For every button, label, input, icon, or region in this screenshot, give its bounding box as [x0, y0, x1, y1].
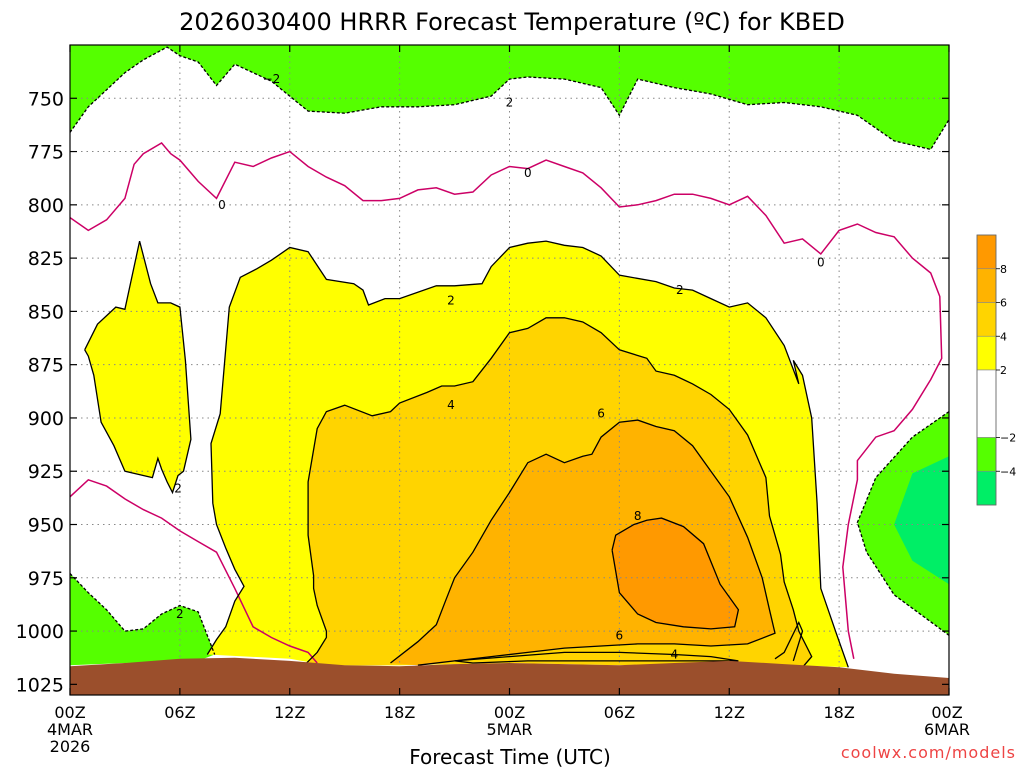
contour-label: 4	[447, 398, 455, 412]
legend-tick-label: 4	[1000, 330, 1007, 343]
legend-swatch	[976, 369, 997, 438]
y-tick-label: 1000	[16, 621, 64, 643]
region-upper-cold-layer	[70, 45, 949, 150]
contour-label: 2	[174, 481, 182, 495]
x-tick-label: 18Z	[384, 703, 415, 722]
legend-swatch	[976, 437, 997, 472]
contour-label: 6	[597, 407, 605, 421]
temperature-fill-regions	[70, 45, 949, 668]
x-tick-label: 00Z	[494, 703, 525, 722]
contour-line-6	[390, 419, 776, 666]
region-low-level-cold-layer-left	[70, 573, 215, 666]
legend-tick-label: −2	[1000, 432, 1016, 445]
legend-swatch	[976, 234, 997, 270]
contour-label: 8	[634, 509, 642, 523]
legend-tick-label: 6	[1000, 297, 1007, 310]
contour-line-4	[303, 317, 813, 668]
contour-label: 2	[447, 294, 455, 308]
x-tick-label: 00Z	[54, 703, 85, 722]
y-tick-label: 950	[28, 515, 64, 537]
contour-label: −2	[263, 72, 281, 86]
credit-text: coolwx.com/models	[841, 743, 1016, 762]
y-tick-label: 850	[28, 301, 64, 323]
ground-surface	[70, 657, 949, 695]
y-tick-label: 875	[28, 355, 64, 377]
y-tick-label: 975	[28, 568, 64, 590]
contour-line-0	[70, 478, 318, 664]
contour-line-6	[774, 620, 804, 662]
plot-area: −2 2 0 0 0 2 2 2 2 4 6 8 6 4	[70, 45, 949, 695]
contour-label: 6	[616, 628, 624, 642]
x-tick-date-label: 4MAR	[47, 720, 93, 739]
x-tick-year-label: 2026	[50, 737, 91, 756]
region-very-cold-pocket-right	[894, 456, 949, 585]
legend-swatch	[976, 335, 997, 371]
contour-line-4	[454, 651, 739, 664]
contour-label: 0	[218, 198, 226, 212]
y-tick-label: 1025	[16, 674, 64, 696]
region-warm-8	[612, 518, 739, 629]
y-tick-label: 900	[28, 408, 64, 430]
contour-lines	[70, 46, 949, 668]
legend-swatch	[976, 302, 997, 337]
x-tick-label: 12Z	[714, 703, 745, 722]
contour-label: 0	[524, 166, 532, 180]
contour-line-minus2	[70, 46, 949, 151]
contour-line-0	[70, 142, 943, 659]
contour-line-8	[611, 517, 740, 630]
y-tick-label: 825	[28, 248, 64, 270]
legend-tick-label: 2	[1000, 364, 1007, 377]
contour-label: 2	[176, 607, 184, 621]
x-tick-label: 00Z	[931, 703, 962, 722]
color-legend: 8 6 4 2 −2 −4	[976, 234, 1016, 506]
region-warm-2-lobe-left	[84, 241, 191, 493]
y-tick-label: 775	[28, 142, 64, 164]
x-tick-date-label: 5MAR	[486, 720, 532, 739]
contour-label: 2	[676, 283, 684, 297]
contour-labels: −2 2 0 0 0 2 2 2 2 4 6 8 6 4	[174, 72, 824, 661]
y-tick-label: 800	[28, 195, 64, 217]
contour-label: 4	[670, 648, 678, 662]
contour-line-minus2	[856, 411, 949, 636]
x-tick-label: 18Z	[823, 703, 854, 722]
x-tick-label: 06Z	[604, 703, 635, 722]
x-tick-date-label: 6MAR	[924, 720, 970, 739]
x-tick-label: 06Z	[164, 703, 195, 722]
legend-swatch	[976, 470, 997, 506]
contour-line-2	[206, 240, 849, 668]
legend-tick-label: 8	[1000, 263, 1007, 276]
y-tick-label: 750	[28, 88, 64, 110]
y-tick-label: 925	[28, 461, 64, 483]
legend-swatch	[976, 268, 997, 303]
x-tick-label: 12Z	[274, 703, 305, 722]
legend-tick-label: −4	[1000, 465, 1016, 478]
contour-label: 0	[817, 255, 825, 269]
chart-title: 2026030400 HRRR Forecast Temperature (ºC…	[179, 8, 845, 36]
x-axis-label: Forecast Time (UTC)	[409, 745, 611, 768]
contour-label: 2	[506, 96, 514, 110]
contour-line-2	[84, 240, 192, 495]
